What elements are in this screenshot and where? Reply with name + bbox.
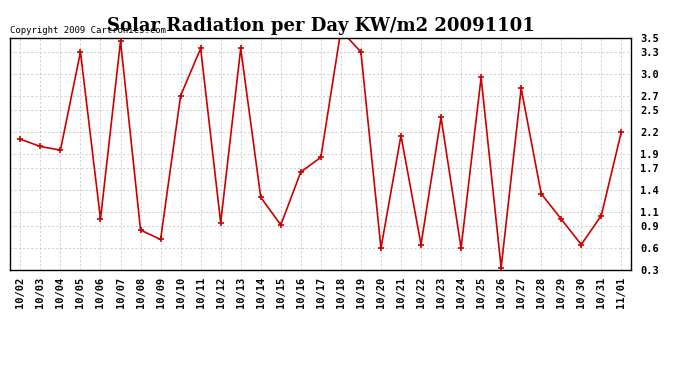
Title: Solar Radiation per Day KW/m2 20091101: Solar Radiation per Day KW/m2 20091101	[107, 16, 535, 34]
Text: Copyright 2009 Cartronics.com: Copyright 2009 Cartronics.com	[10, 26, 166, 35]
